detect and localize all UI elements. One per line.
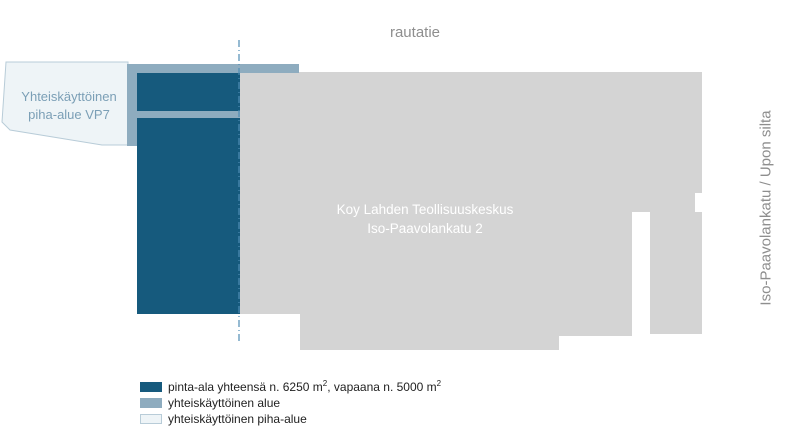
legend-swatch-available bbox=[140, 382, 162, 392]
yard-label: Yhteiskäyttöinen piha-alue VP7 bbox=[10, 88, 128, 124]
shared-area-left-strip bbox=[127, 64, 137, 146]
legend-swatch-shared-yard bbox=[140, 414, 162, 424]
legend-text-shared: yhteiskäyttöinen alue bbox=[168, 396, 281, 410]
building-outline bbox=[240, 72, 702, 350]
yard-label-line1: Yhteiskäyttöinen bbox=[21, 89, 117, 104]
shared-area-mid-strip bbox=[137, 111, 240, 118]
shared-yard-area bbox=[1, 61, 129, 146]
legend-text-shared-yard: yhteiskäyttöinen piha-alue bbox=[168, 412, 307, 426]
building-label: Koy Lahden Teollisuuskeskus Iso-Paavolan… bbox=[300, 200, 550, 238]
street-label-text: Iso-Paavolankatu / Upon silta bbox=[757, 110, 775, 306]
available-area-upper bbox=[137, 73, 240, 111]
available-area-lower bbox=[137, 118, 240, 314]
legend-swatch-shared bbox=[140, 398, 162, 408]
building-address: Iso-Paavolankatu 2 bbox=[367, 221, 483, 236]
legend-item-shared-yard: yhteiskäyttöinen piha-alue bbox=[168, 411, 307, 427]
yard-label-line2: piha-alue VP7 bbox=[28, 107, 110, 122]
building-name: Koy Lahden Teollisuuskeskus bbox=[336, 202, 514, 217]
shared-area-top-strip bbox=[128, 64, 299, 73]
legend-item-shared: yhteiskäyttöinen alue bbox=[168, 395, 280, 411]
railway-label: rautatie bbox=[389, 24, 441, 41]
legend-text-available: pinta-ala yhteensä n. 6250 m2, vapaana n… bbox=[168, 379, 442, 395]
legend-item-available: pinta-ala yhteensä n. 6250 m2, vapaana n… bbox=[168, 379, 441, 395]
